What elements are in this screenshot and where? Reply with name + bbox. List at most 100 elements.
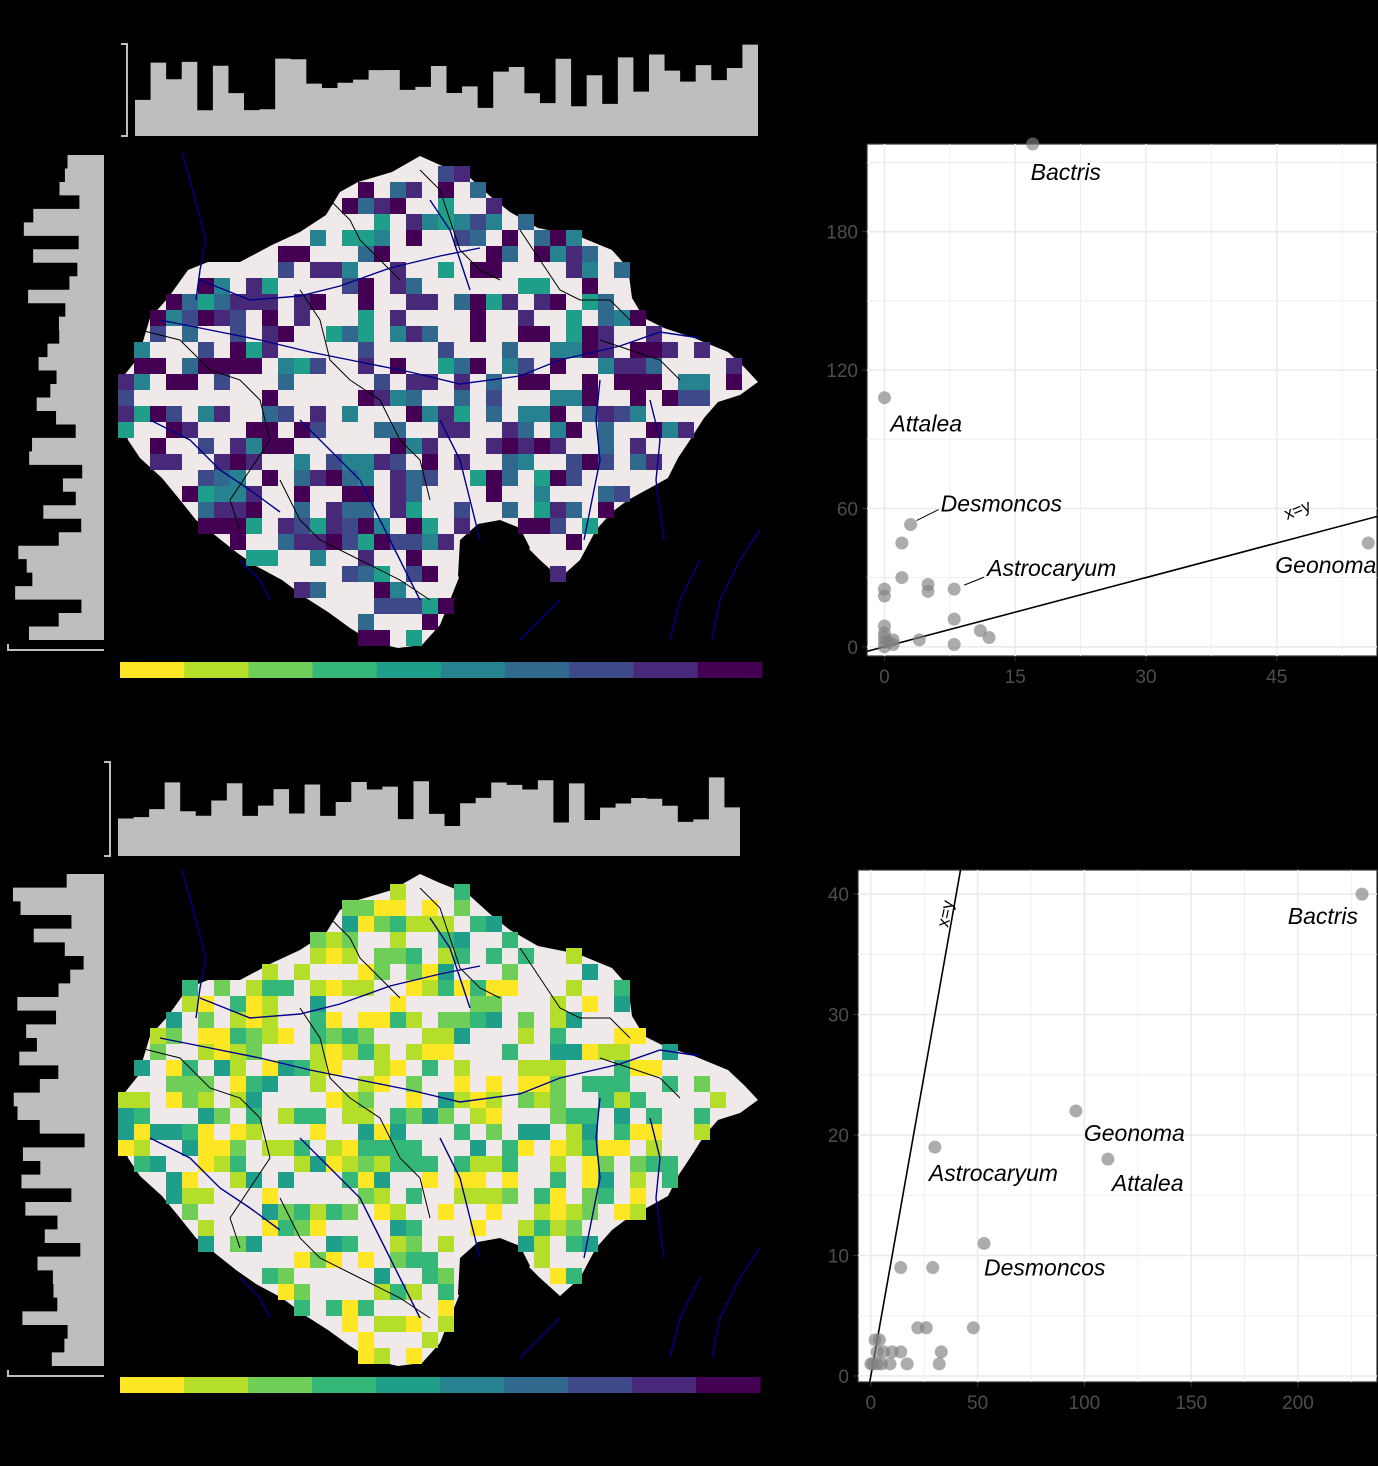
histogram-axis [7, 644, 104, 651]
map-cell [358, 550, 374, 566]
map-cell [518, 438, 534, 454]
top-grid-map [118, 151, 761, 648]
river-line [299, 419, 421, 601]
map-cell [406, 214, 422, 230]
country-border [299, 289, 431, 501]
river-line [711, 1247, 761, 1359]
map-cell [630, 1028, 646, 1044]
map-cell [390, 310, 406, 326]
map-cell [406, 980, 422, 996]
map-cell [278, 1284, 294, 1300]
map-cell [230, 486, 246, 502]
map-cell [294, 1140, 310, 1156]
map-cell [454, 1076, 470, 1092]
map-cell [518, 1028, 534, 1044]
map-cell [438, 598, 454, 614]
map-cell [342, 1300, 358, 1316]
map-cell [534, 438, 550, 454]
map-cell [534, 1236, 550, 1252]
map-cell [214, 1156, 230, 1172]
map-cell [406, 486, 422, 502]
scatter-point [894, 1261, 908, 1275]
map-cell [342, 1172, 358, 1188]
map-cell [358, 1252, 374, 1268]
map-cell [342, 278, 358, 294]
legend-swatch [312, 1377, 377, 1393]
map-cell [198, 1124, 214, 1140]
map-cell [598, 358, 614, 374]
map-cell [470, 1188, 486, 1204]
y-tick-label: 120 [826, 361, 858, 382]
map-cell [230, 1236, 246, 1252]
map-cell [390, 182, 406, 198]
map-cell [694, 374, 710, 390]
map-cell [358, 1124, 374, 1140]
histogram-axis [7, 1370, 104, 1377]
map-cell [358, 358, 374, 374]
x-tick-label: 200 [1282, 1393, 1314, 1414]
map-cell [182, 1204, 198, 1220]
map-cell [262, 1204, 278, 1220]
map-cell [550, 470, 566, 486]
map-cell [374, 1204, 390, 1220]
map-cell [534, 1124, 550, 1140]
map-cell [294, 1204, 310, 1220]
map-cell [614, 262, 630, 278]
map-cell [454, 932, 470, 948]
map-cell [630, 1060, 646, 1076]
map-cell [518, 1124, 534, 1140]
map-cell [454, 1124, 470, 1140]
map-cell [358, 1140, 374, 1156]
map-cell [134, 1060, 150, 1076]
map-cell [310, 1076, 326, 1092]
map-cell [518, 1012, 534, 1028]
map-cell [406, 534, 422, 550]
x-tick-label: 30 [1135, 667, 1156, 688]
map-cell [342, 1316, 358, 1332]
map-cell [214, 1060, 230, 1076]
map-cell [214, 980, 230, 996]
map-cell [182, 1140, 198, 1156]
y-tick-label: 10 [828, 1247, 849, 1268]
map-cell [630, 454, 646, 470]
map-cell [582, 964, 598, 980]
map-cell [310, 1060, 326, 1076]
map-cell [390, 1252, 406, 1268]
map-cell [358, 230, 374, 246]
legend-swatch [697, 662, 763, 678]
map-cell [566, 534, 582, 550]
scatter-point [1026, 137, 1040, 151]
map-cell [598, 422, 614, 438]
scatter-point [926, 1261, 940, 1275]
map-cell [342, 406, 358, 422]
map-cell [390, 326, 406, 342]
map-cell [630, 406, 646, 422]
map-cell [214, 486, 230, 502]
map-cell [134, 1156, 150, 1172]
map-cell [166, 1092, 182, 1108]
map-cell [694, 1076, 710, 1092]
map-cell [550, 1012, 566, 1028]
map-cell [582, 246, 598, 262]
map-cell [294, 1108, 310, 1124]
map-cell [438, 1044, 454, 1060]
map-cell [262, 1268, 278, 1284]
map-cell [454, 454, 470, 470]
map-cell [390, 1220, 406, 1236]
point-label: Desmoncos [941, 491, 1063, 517]
map-cell [406, 1252, 422, 1268]
map-cell [294, 964, 310, 980]
map-cell [294, 358, 310, 374]
map-cell [470, 1172, 486, 1188]
country-border [299, 1007, 431, 1219]
map-cell [454, 884, 470, 900]
map-cell [374, 198, 390, 214]
legend-swatch [504, 1377, 569, 1393]
map-cell [374, 1316, 390, 1332]
scatter-point [900, 1357, 914, 1371]
map-cell [246, 1028, 262, 1044]
map-cell [406, 374, 422, 390]
y-tick-label: 0 [838, 1367, 849, 1388]
map-cell [182, 294, 198, 310]
